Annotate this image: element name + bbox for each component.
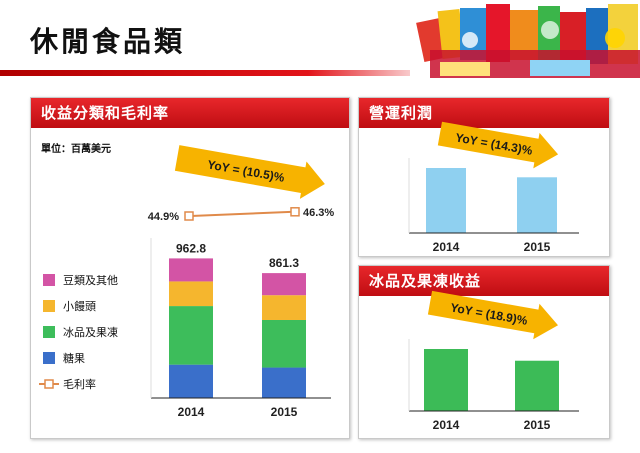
legend-label: 毛利率 bbox=[63, 377, 96, 391]
title-underline bbox=[0, 70, 440, 76]
legend-label: 冰品及果凍 bbox=[63, 326, 118, 339]
chart-ice-yoy-arrow-shape bbox=[427, 290, 559, 340]
margin-point bbox=[290, 207, 300, 217]
operating-profit-chart: 2014 2015 YoY = (14.3)% bbox=[408, 121, 579, 254]
bar bbox=[517, 177, 557, 233]
margin-point bbox=[184, 211, 194, 221]
page-title: 休閒食品類 bbox=[30, 25, 186, 58]
bar-segment bbox=[262, 295, 306, 320]
bar-segment bbox=[262, 319, 306, 368]
legend-line-marker bbox=[44, 379, 54, 389]
revenue-panel-title: 收益分類和毛利率 bbox=[31, 98, 349, 128]
x-tick-label: 2015 bbox=[271, 405, 298, 419]
bar-segment bbox=[169, 281, 213, 307]
legend-swatch bbox=[43, 352, 55, 364]
product-collage-image bbox=[410, 0, 640, 80]
revenue-chart: 962.8 2014 861.3 2015 44.9% 46.3% YoY = (10.5)… bbox=[39, 145, 334, 419]
margin-line bbox=[190, 210, 295, 217]
revenue-yoy-arrow: YoY = (10.5)% bbox=[174, 145, 325, 199]
unit-label: 單位：百萬美元 bbox=[41, 144, 111, 155]
legend-label: 豆類及其他 bbox=[63, 274, 118, 287]
operating-profit-panel-title: 營運利潤 bbox=[359, 98, 609, 128]
operating-profit-panel: 營運利潤 2014 2015 YoY = (14.3)% bbox=[358, 97, 610, 257]
bar bbox=[424, 349, 468, 411]
revenue-panel: 收益分類和毛利率 單位：百萬美元 962.8 2014 861.3 2015 44.9%… bbox=[30, 97, 350, 439]
chart-op-yoy-arrow: YoY = (14.3)% bbox=[437, 121, 559, 169]
legend-swatch bbox=[43, 300, 55, 312]
bar-segment bbox=[169, 306, 213, 365]
legend-swatch bbox=[43, 274, 55, 286]
title-bar: 休閒食品類 bbox=[0, 0, 640, 84]
legend-swatch bbox=[43, 326, 55, 338]
x-tick-label: 2015 bbox=[524, 418, 551, 432]
ice-jelly-panel-title: 冰品及果凍收益 bbox=[359, 266, 609, 296]
legend-label: 小饅頭 bbox=[63, 299, 96, 313]
x-tick-label: 2014 bbox=[178, 405, 205, 419]
bar-segment bbox=[262, 367, 306, 398]
x-tick-label: 2014 bbox=[433, 418, 460, 432]
ice-jelly-panel: 冰品及果凍收益 2014 2015 YoY = (18.9)% bbox=[358, 265, 610, 439]
margin-label: 44.9% bbox=[148, 211, 179, 223]
bar-segment bbox=[262, 273, 306, 296]
bar bbox=[515, 360, 559, 411]
legend-label: 糖果 bbox=[63, 351, 85, 365]
revenue-yoy-arrow-shape bbox=[174, 145, 325, 199]
bar-total-label: 861.3 bbox=[269, 256, 299, 270]
ice-jelly-chart: 2014 2015 YoY = (18.9)% bbox=[408, 290, 579, 432]
x-tick-label: 2015 bbox=[524, 240, 551, 254]
x-tick-label: 2014 bbox=[433, 240, 460, 254]
bar-segment bbox=[169, 364, 213, 398]
margin-label: 46.3% bbox=[303, 207, 334, 219]
chart-ice-yoy-arrow: YoY = (18.9)% bbox=[427, 290, 559, 340]
bar-segment bbox=[169, 258, 213, 282]
bar-total-label: 962.8 bbox=[176, 241, 206, 255]
bar bbox=[426, 168, 466, 233]
chart-op-yoy-arrow-shape bbox=[437, 121, 559, 169]
